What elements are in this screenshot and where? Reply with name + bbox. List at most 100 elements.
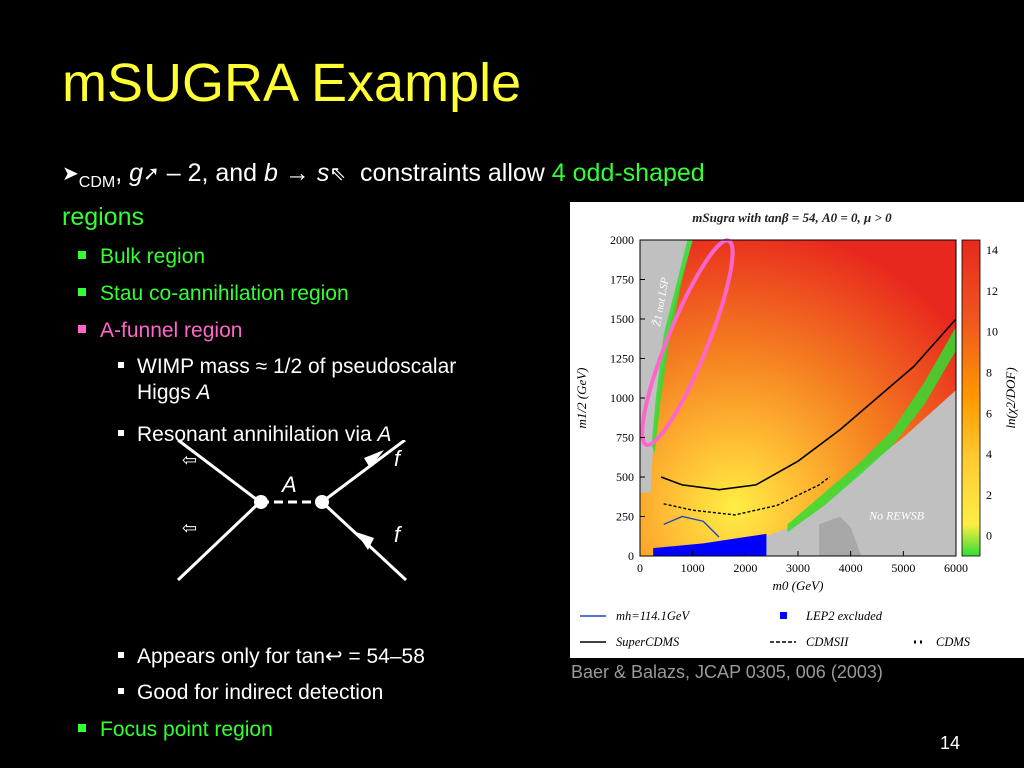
colorbar-tick-label: 4 xyxy=(986,447,992,461)
plot-legend: mh=114.1GeV LEP2 excluded SuperCDMS CDMSII C… xyxy=(580,609,971,649)
y-tick-label: 750 xyxy=(616,431,634,445)
slide-subtitle: ➤CDM, g➚ – 2, and b → s⇖ constraints all… xyxy=(62,156,882,234)
italic-a: A xyxy=(377,423,392,446)
annotation-no-rewsb: No REWSB xyxy=(868,509,925,523)
gamma-symbol-icon: ⇖ xyxy=(329,163,347,186)
bullet-marker xyxy=(118,430,124,437)
colorbar-gradient xyxy=(961,239,981,557)
bullet-marker xyxy=(78,251,86,260)
incoming-line-1 xyxy=(177,440,261,504)
bullet-bulk-region: Bulk region xyxy=(78,244,205,270)
bullet-marker xyxy=(118,688,124,695)
subbullet-tan-beta: Appears only for tan↩ = 54–58 xyxy=(118,644,425,670)
bullet-text: WIMP mass ≈ 1/2 of pseudoscalar xyxy=(137,355,457,378)
minus-two-text: – 2, and xyxy=(166,159,258,187)
omega-symbol-icon: ➤ xyxy=(62,163,79,186)
comma: , xyxy=(115,159,123,187)
legend-label: SuperCDMS xyxy=(616,635,680,649)
vertex-1 xyxy=(254,495,268,509)
bullet-text: Stau co-annihilation region xyxy=(100,282,349,305)
bullet-marker xyxy=(118,362,124,369)
y-tick-label: 1000 xyxy=(610,391,634,405)
plot-svg: mSugra with tanβ = 54, A0 = 0, μ > 0 Z̃1… xyxy=(574,210,1018,649)
y-tick-label: 1750 xyxy=(610,273,634,287)
lep2-excluded-region xyxy=(653,533,767,556)
subbullet-resonant: Resonant annihilation via A xyxy=(118,422,392,448)
x-tick-label: 5000 xyxy=(891,561,915,575)
colorbar-tick-label: 12 xyxy=(986,284,998,298)
bullet-text: Appears only for tan xyxy=(137,645,325,668)
legend-label: CDMS xyxy=(936,635,971,649)
colorbar-tick-label: 14 xyxy=(986,243,998,257)
x-axis-label: m0 (GeV) xyxy=(773,578,824,593)
legend-label: LEP2 excluded xyxy=(805,609,883,623)
legend-marker xyxy=(780,612,787,619)
mu-symbol-icon: ➚ xyxy=(143,163,160,186)
good-fit-band-right xyxy=(787,326,956,533)
good-fit-band-left xyxy=(651,240,693,454)
x-tick-label: 6000 xyxy=(944,561,968,575)
bullet-stau-region: Stau co-annihilation region xyxy=(78,281,349,307)
y-tick-label: 2000 xyxy=(610,233,634,247)
colorbar-tick-label: 8 xyxy=(986,366,992,380)
outgoing-line-1 xyxy=(321,440,406,504)
chi-symbol-icon: ⇦ xyxy=(182,450,197,471)
bullet-text: Bulk region xyxy=(100,245,206,268)
colorbar: 0 2 4 6 8 10 12 14 ln(χ2/DOF) xyxy=(961,239,1018,557)
bullet-marker xyxy=(78,288,86,297)
plot-title: mSugra with tanβ = 54, A0 = 0, μ > 0 xyxy=(692,210,892,225)
x-tick-label: 4000 xyxy=(839,561,863,575)
bullet-text: Focus point region xyxy=(100,718,273,741)
label-f2: f xyxy=(394,522,403,547)
bullet-marker xyxy=(78,724,86,733)
figure-caption: Baer & Balazs, JCAP 0305, 006 (2003) xyxy=(571,662,883,682)
y-axis-label: m1/2 (GeV) xyxy=(574,367,589,428)
highlight-text: 4 odd-shaped xyxy=(551,159,705,187)
colorbar-tick-label: 2 xyxy=(986,488,992,502)
x-tick-label: 0 xyxy=(637,561,643,575)
feynman-diagram: A f f ⇦ ⇦ xyxy=(176,440,408,582)
bullet-text-post: = 54–58 xyxy=(342,645,425,668)
y-tick-label: 250 xyxy=(616,510,634,524)
label-a: A xyxy=(280,472,297,497)
bullet-focus-point: Focus point region xyxy=(78,717,273,743)
y-tick-label: 0 xyxy=(628,549,634,563)
y-tick-label: 1250 xyxy=(610,352,634,366)
excluded-region-dark xyxy=(819,516,862,556)
x-tick-label: 1000 xyxy=(681,561,705,575)
higgs-mass-contour xyxy=(663,515,720,538)
incoming-line-2 xyxy=(176,500,262,582)
subbullet-wimp-mass: WIMP mass ≈ 1/2 of pseudoscalar Higgs A xyxy=(118,354,456,406)
chi-symbol-icon: ⇦ xyxy=(182,518,197,539)
bullet-text-line2: Higgs xyxy=(137,381,191,404)
legend-label: CDMSII xyxy=(806,635,849,649)
vertex-2 xyxy=(315,495,329,509)
excluded-region-no-rewsb xyxy=(719,390,956,556)
bullet-text: Resonant annihilation via xyxy=(137,423,372,446)
msugra-plot: mSugra with tanβ = 54, A0 = 0, μ > 0 Z̃1… xyxy=(570,202,1024,658)
bullet-text: A-funnel region xyxy=(100,319,243,342)
slide-title: mSUGRA Example xyxy=(62,53,522,113)
arrow-head-1 xyxy=(364,450,384,468)
colorbar-tick-label: 6 xyxy=(986,406,992,420)
subbullet-indirect: Good for indirect detection xyxy=(118,680,383,706)
y-tick-label: 1500 xyxy=(610,312,634,326)
a-funnel-highlight xyxy=(640,238,735,447)
regions-text: regions xyxy=(62,203,144,231)
page-number: 14 xyxy=(940,733,961,753)
bullet-marker xyxy=(78,325,86,334)
supercdms-contour xyxy=(660,318,957,491)
colorbar-tick-label: 10 xyxy=(986,325,998,339)
x-tick-label: 2000 xyxy=(733,561,757,575)
italic-a: A xyxy=(196,381,211,404)
bullet-marker xyxy=(118,652,124,659)
colorbar-label: ln(χ2/DOF) xyxy=(1003,367,1018,428)
subscript-cdm: CDM xyxy=(78,174,116,191)
y-tick-label: 500 xyxy=(616,470,634,484)
beta-symbol-icon: ↩ xyxy=(324,645,343,668)
bullet-text: Good for indirect detection xyxy=(137,681,384,704)
g-symbol: g xyxy=(129,159,144,187)
colorbar-tick-label: 0 xyxy=(986,529,992,543)
label-f1: f xyxy=(394,446,403,471)
s-symbol: s xyxy=(316,159,330,187)
